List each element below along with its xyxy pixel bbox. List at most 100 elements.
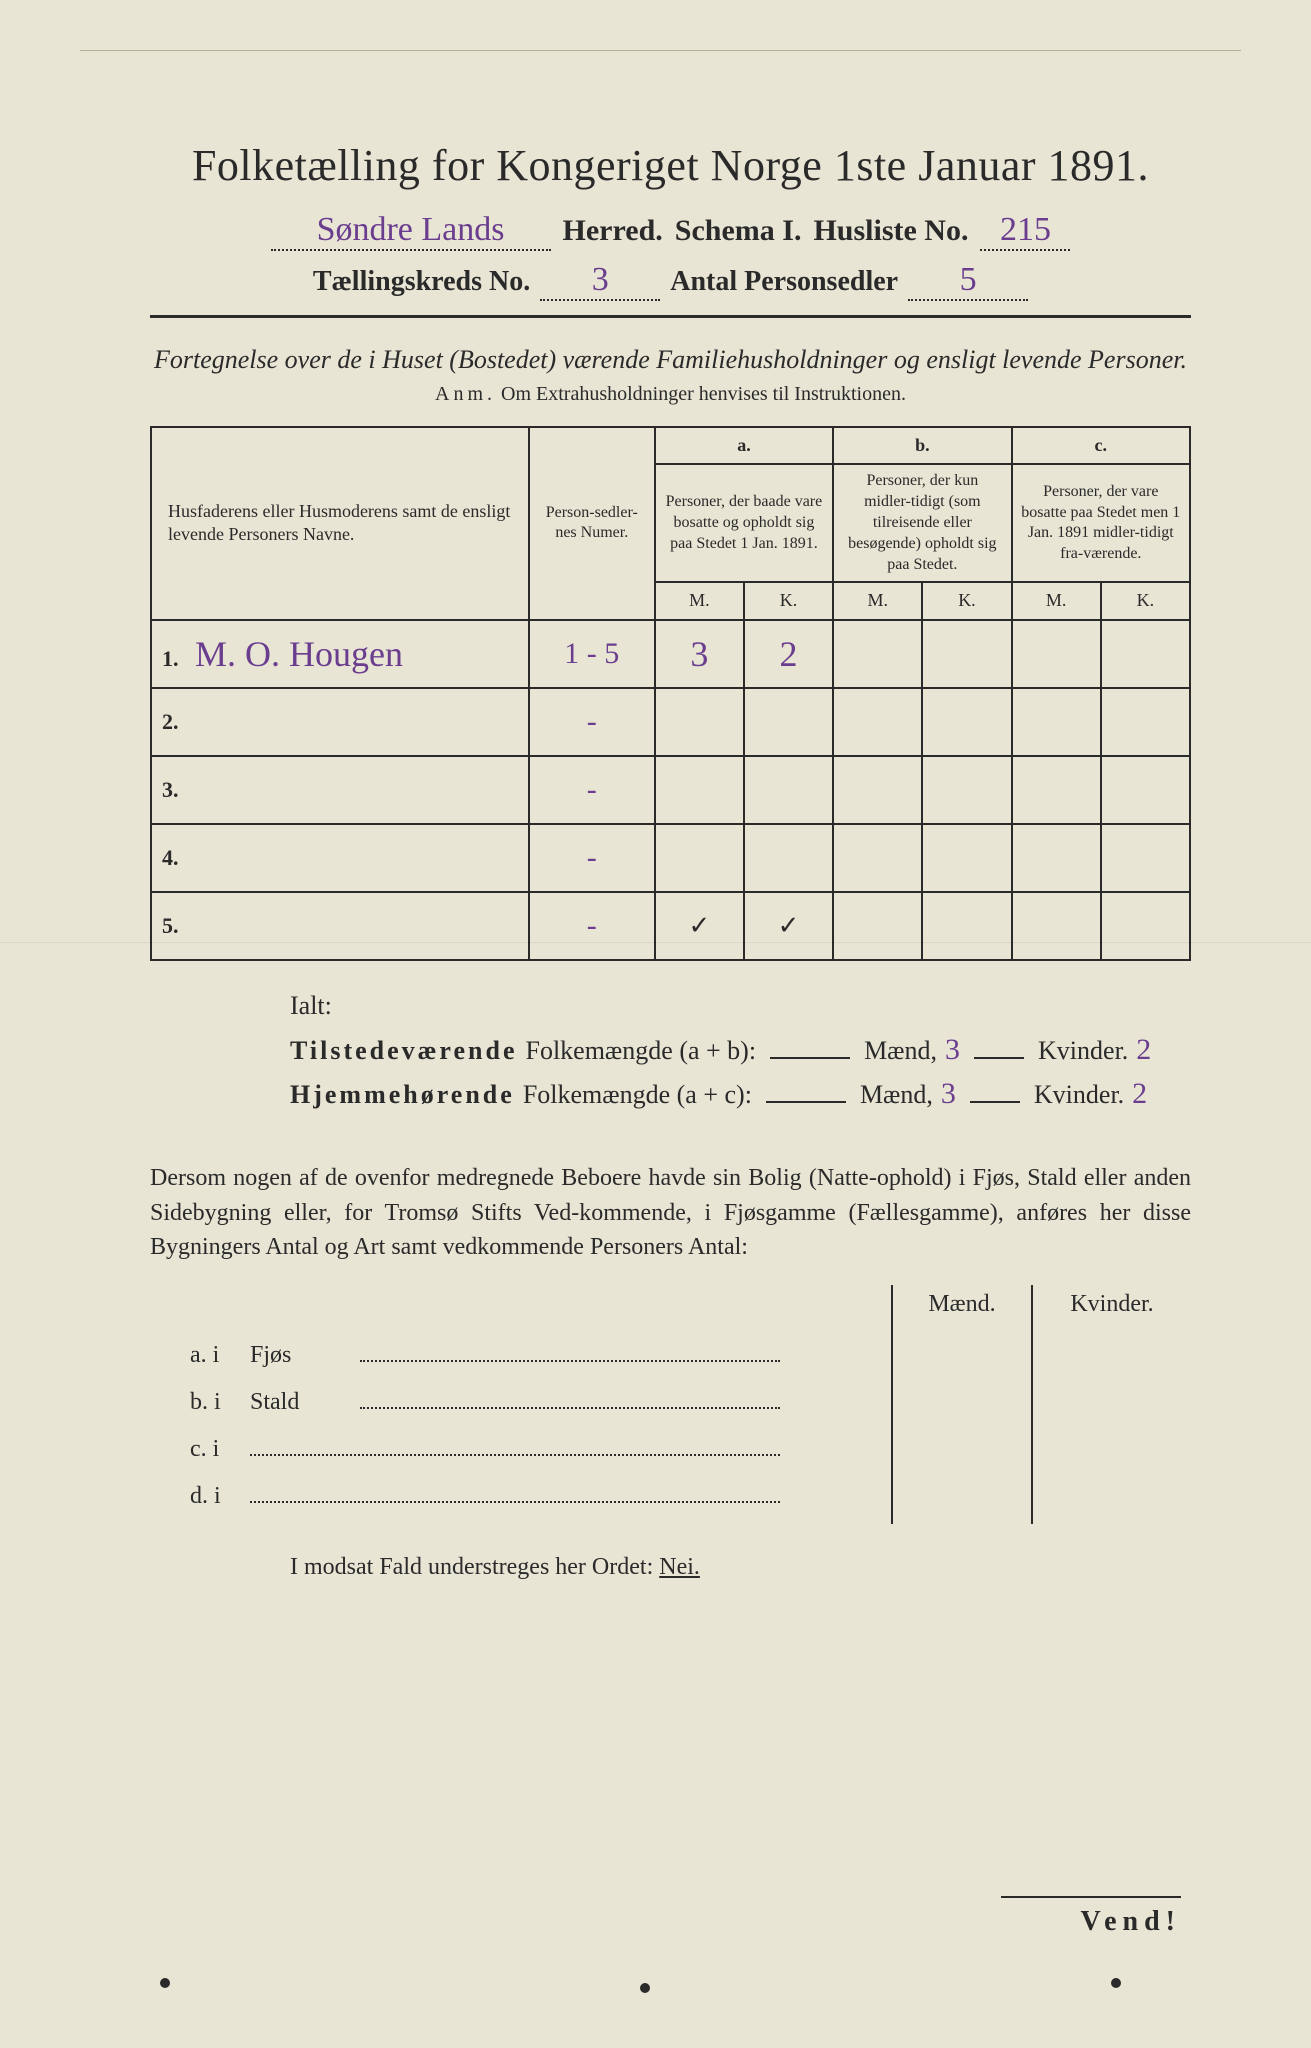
anm-label: Anm. [435, 383, 496, 405]
cell-c_m [1012, 756, 1101, 824]
subtitle: Fortegnelse over de i Huset (Bostedet) v… [150, 342, 1191, 377]
table-row: 4.- [151, 824, 1190, 892]
sb-kvinder-cell [1031, 1430, 1191, 1477]
ialt-kvinder-2: Kvinder. [1034, 1080, 1124, 1110]
cell-b_k [922, 824, 1011, 892]
cell-a_k [744, 756, 833, 824]
dersom-paragraph: Dersom nogen af de ovenfor medregnede Be… [150, 1161, 1191, 1265]
husliste-label: Husliste No. [813, 214, 968, 248]
row-name: 1. M. O. Hougen [151, 620, 529, 688]
cell-b_m [833, 688, 922, 756]
hole-dot [160, 1978, 170, 1988]
cell-a_m: ✓ [655, 892, 744, 960]
sedler-value: 5 [908, 261, 1028, 301]
th-a-k: K. [744, 582, 833, 619]
sb-kvinder-cell [1031, 1336, 1191, 1383]
sidebygning-grid: Mænd. Kvinder. a. iFjøsb. iStaldc. id. i [150, 1285, 1191, 1524]
ialt-r2-m: 3 [941, 1077, 956, 1111]
th-c: Personer, der vare bosatte paa Stedet me… [1012, 464, 1190, 582]
cell-c_k [1101, 824, 1190, 892]
cell-a_m [655, 688, 744, 756]
sb-maend-cell [891, 1336, 1031, 1383]
cell-c_k [1101, 756, 1190, 824]
modsat-text: I modsat Fald understreges her Ordet: [290, 1554, 653, 1580]
kreds-value: 3 [540, 261, 660, 301]
modsat-line: I modsat Fald understreges her Ordet: Ne… [290, 1554, 1191, 1581]
cell-num: - [529, 892, 655, 960]
sb-maend-cell [891, 1430, 1031, 1477]
ialt-r1-a: Tilstedeværende [290, 1036, 517, 1066]
cell-b_m [833, 756, 922, 824]
ialt-r1-m: 3 [945, 1033, 960, 1067]
th-b-m: M. [833, 582, 922, 619]
sb-kvinder-cell [1031, 1383, 1191, 1430]
cell-num: 1 - 5 [529, 620, 655, 688]
herred-label: Herred. [563, 214, 663, 248]
ialt-maend-1: Mænd, [864, 1036, 937, 1066]
th-c-k: K. [1101, 582, 1190, 619]
husliste-value: 215 [980, 211, 1070, 251]
kreds-label: Tællingskreds No. [313, 266, 530, 298]
ialt-r1-k: 2 [1136, 1033, 1151, 1067]
census-form-page: Folketælling for Kongeriget Norge 1ste J… [0, 0, 1311, 2048]
table-row: 1. M. O. Hougen1 - 532 [151, 620, 1190, 688]
ialt-row-2: Hjemmehørende Folkemængde (a + c): Mænd,… [290, 1077, 1191, 1111]
vend-line [1001, 1896, 1181, 1898]
cell-b_m [833, 824, 922, 892]
cell-a_k [744, 824, 833, 892]
th-num: Person-sedler-nes Numer. [529, 427, 655, 620]
th-b-label: b. [833, 427, 1011, 464]
ialt-block: Ialt: Tilstedeværende Folkemængde (a + b… [290, 991, 1191, 1111]
th-b: Personer, der kun midler-tidigt (som til… [833, 464, 1011, 582]
th-c-m: M. [1012, 582, 1101, 619]
th-c-label: c. [1012, 427, 1190, 464]
th-b-k: K. [922, 582, 1011, 619]
cell-num: - [529, 756, 655, 824]
ialt-row-1: Tilstedeværende Folkemængde (a + b): Mæn… [290, 1033, 1191, 1067]
anm-text: Om Extrahusholdninger henvises til Instr… [501, 383, 906, 405]
divider [150, 315, 1191, 318]
row-name: 3. [151, 756, 529, 824]
schema-label: Schema I. [675, 214, 802, 248]
sb-row: b. iStald [150, 1383, 891, 1430]
cell-c_m [1012, 892, 1101, 960]
nei: Nei. [659, 1554, 700, 1580]
ialt-label: Ialt: [290, 991, 1191, 1021]
cell-b_m [833, 892, 922, 960]
ialt-kvinder-1: Kvinder. [1038, 1036, 1128, 1066]
cell-a_m: 3 [655, 620, 744, 688]
ialt-r1-b: Folkemængde (a + b): [525, 1036, 756, 1066]
hole-dot [640, 1983, 650, 1993]
paper-crease [0, 942, 1311, 943]
cell-c_k [1101, 688, 1190, 756]
row-name-hw: M. O. Hougen [186, 634, 403, 674]
ialt-r2-a: Hjemmehørende [290, 1080, 515, 1110]
row-name: 5. [151, 892, 529, 960]
cell-a_k: ✓ [744, 892, 833, 960]
sb-row: c. i [150, 1430, 891, 1477]
ialt-maend-2: Mænd, [860, 1080, 933, 1110]
row-name: 2. [151, 688, 529, 756]
form-title: Folketælling for Kongeriget Norge 1ste J… [150, 140, 1191, 191]
paper-edge [80, 50, 1241, 80]
th-name: Husfaderens eller Husmoderens samt de en… [151, 427, 529, 620]
cell-c_m [1012, 688, 1101, 756]
sb-maend-cell [891, 1383, 1031, 1430]
cell-c_m [1012, 620, 1101, 688]
sb-row: a. iFjøs [150, 1336, 891, 1383]
row-name: 4. [151, 824, 529, 892]
table-row: 2.- [151, 688, 1190, 756]
cell-b_k [922, 892, 1011, 960]
census-table: Husfaderens eller Husmoderens samt de en… [150, 426, 1191, 961]
cell-b_k [922, 688, 1011, 756]
cell-num: - [529, 824, 655, 892]
cell-c_k [1101, 620, 1190, 688]
sb-kvinder-cell [1031, 1477, 1191, 1524]
sb-maend: Mænd. [891, 1285, 1031, 1336]
cell-c_k [1101, 892, 1190, 960]
anm-line: Anm. Om Extrahusholdninger henvises til … [150, 383, 1191, 406]
cell-b_m [833, 620, 922, 688]
table-row: 3.- [151, 756, 1190, 824]
cell-c_m [1012, 824, 1101, 892]
herred-value: Søndre Lands [271, 211, 551, 251]
